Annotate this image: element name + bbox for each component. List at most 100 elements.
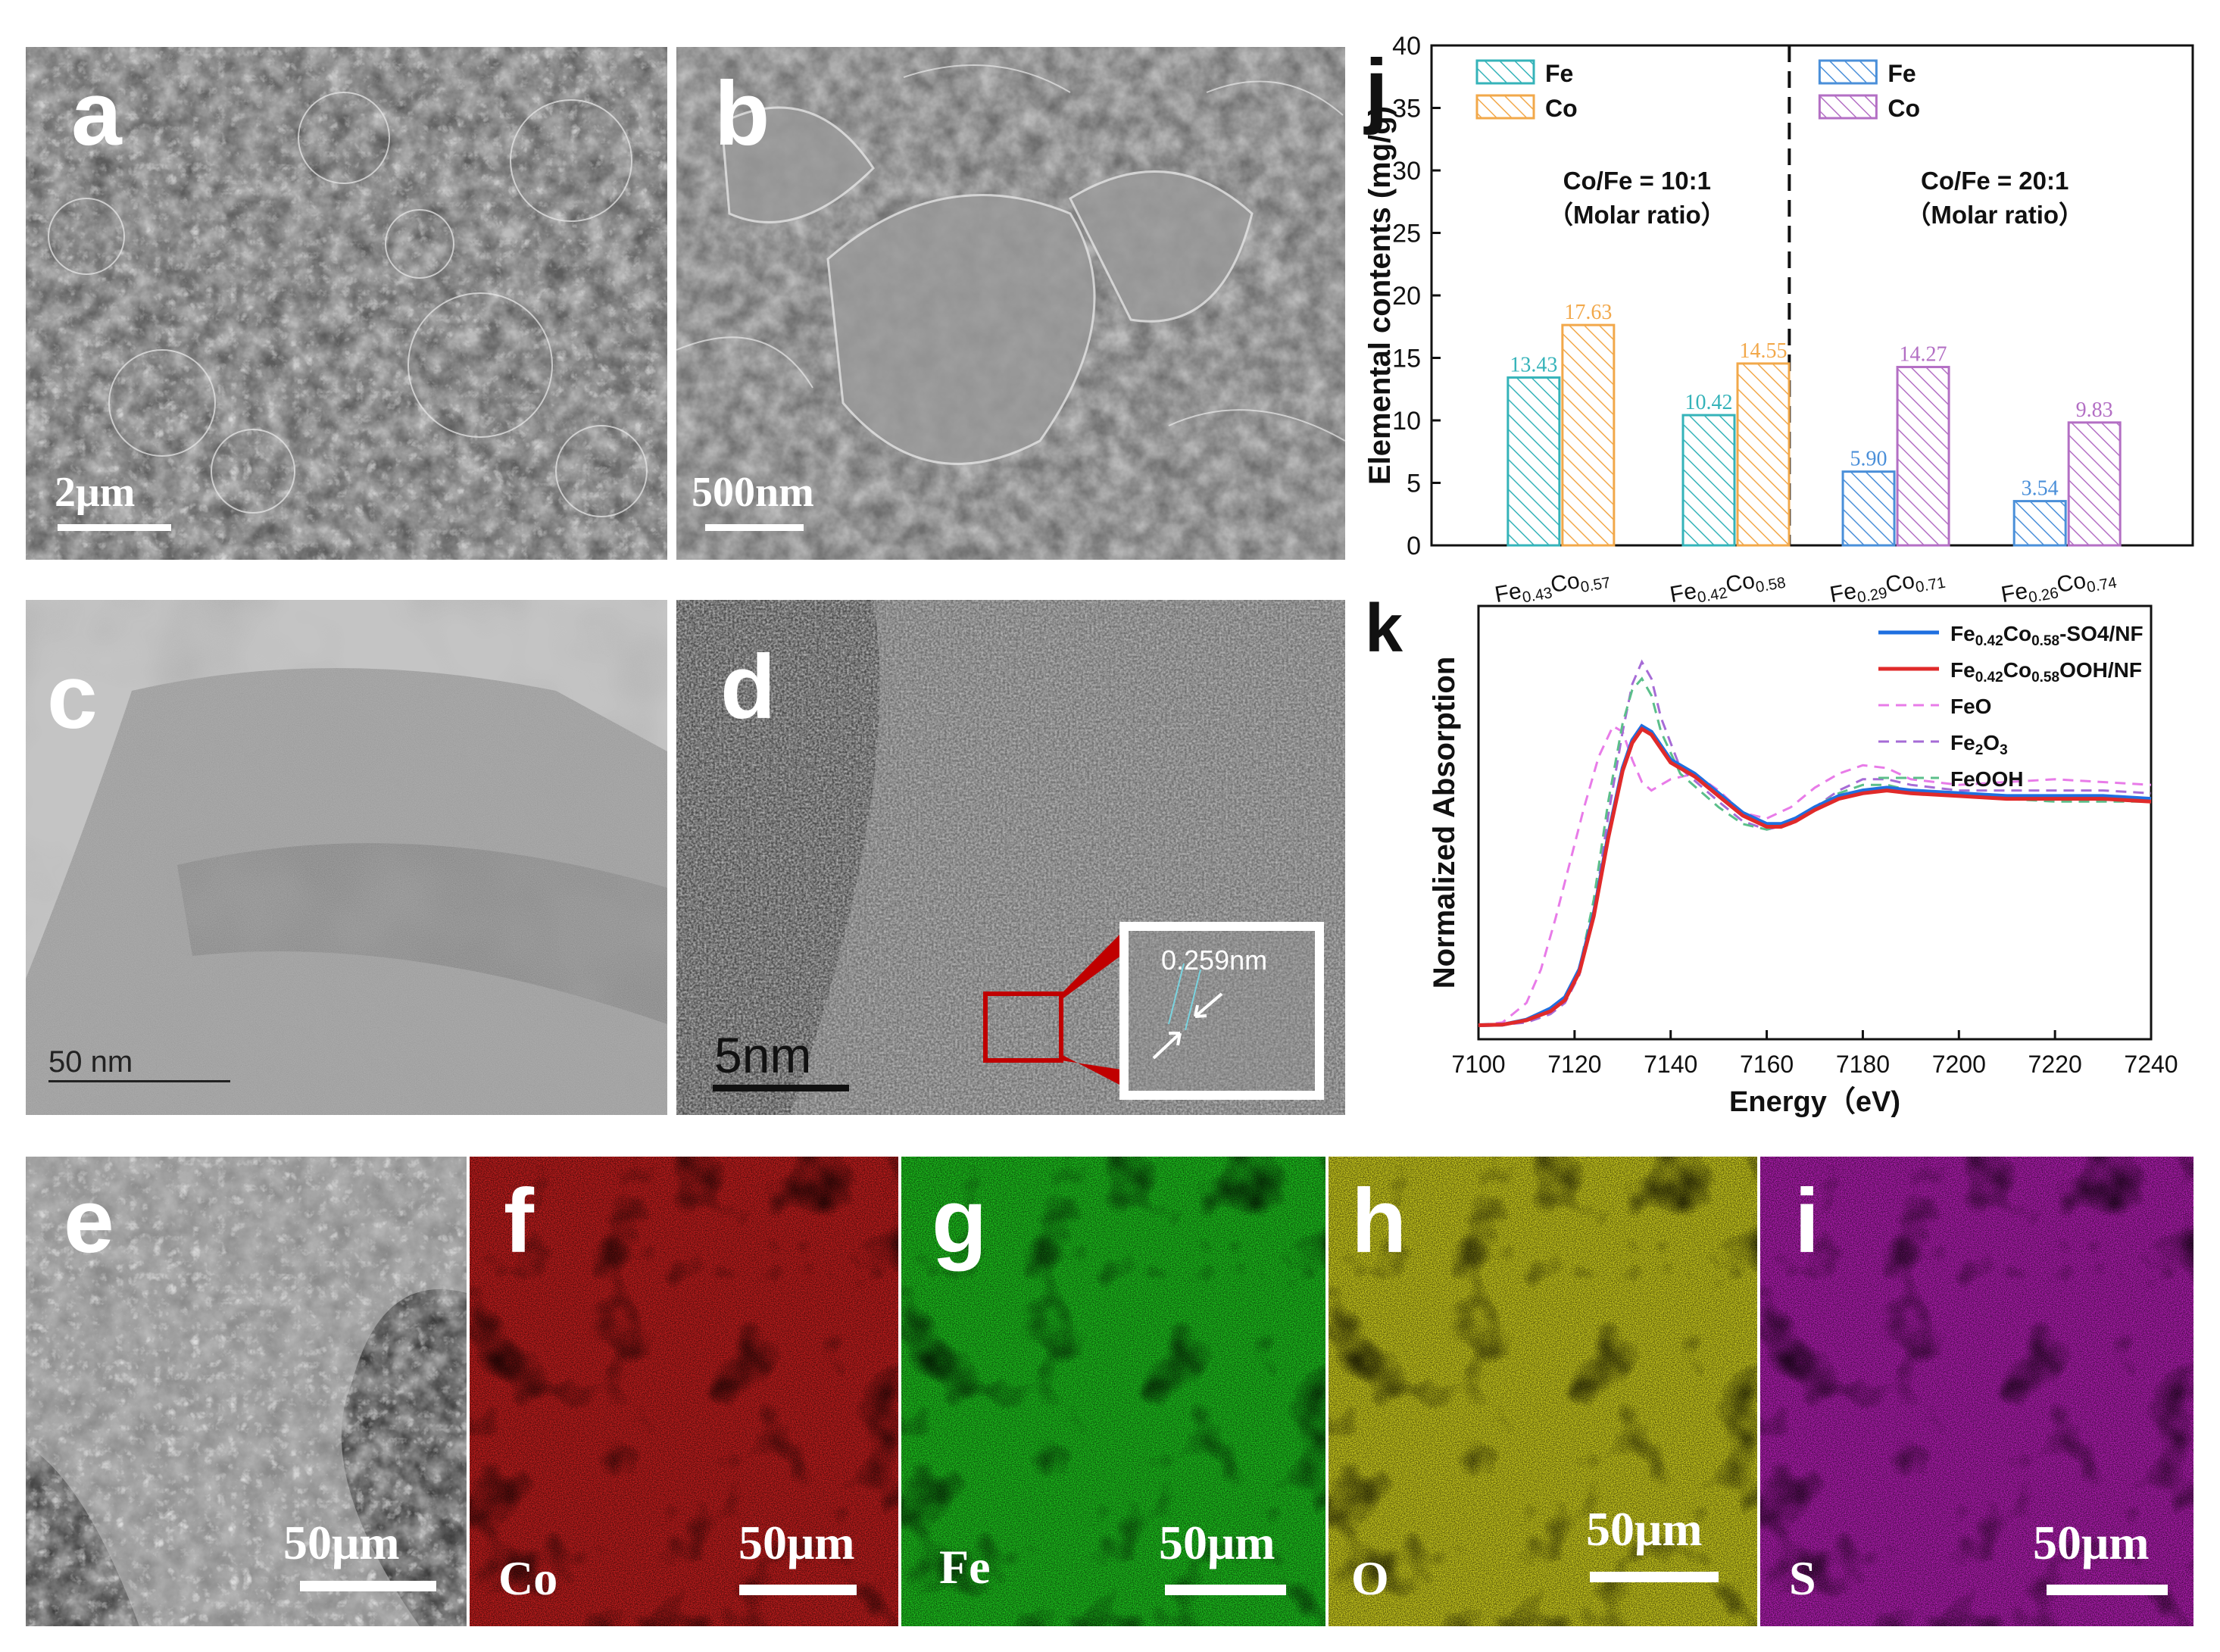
scale-bar [713,1085,849,1091]
y-tick-label: 30 [1392,157,1421,186]
y-tick-label: 40 [1392,32,1421,61]
y-tick-label: 25 [1392,220,1421,248]
element-label: S [1789,1551,1816,1605]
y-tick-label: 20 [1392,282,1421,311]
bar-value-label: 10.42 [1685,391,1733,414]
bar-value-label: 14.55 [1740,339,1788,363]
legend-label: FeO [1950,695,1991,718]
element-label: Fe [939,1540,991,1594]
panel-b-sem-image: b 500nm [676,47,1345,560]
scale-bar-label: 2μm [55,469,136,516]
group-annotation-sub: （Molar ratio） [1906,201,2084,229]
chart-j-elemental-contents: 0 5 10 15 20 25 30 35 40 Elemental contents (mg/g… [1363,32,2194,611]
panel-label: h [1351,1170,1407,1272]
panel-i-s-map: i S 50μm [1760,1157,2193,1626]
map-texture [470,1157,898,1626]
scale-bar [705,524,804,531]
panel-d-hrtem-image: d 0.259nm 5nm [676,600,1345,1115]
tem-texture [26,600,667,1115]
legend-label: Co [1887,95,1920,122]
bar-value-label: 5.90 [1850,448,1887,471]
x-tick-label: 7100 [1451,1051,1505,1078]
y-axis-label: Normalized Absorption [1428,657,1461,989]
hrtem-texture [676,600,1345,1115]
legend-label: Fe0.42Co0.58-SO4/NF [1950,622,2144,649]
legend-swatch [1818,59,1878,85]
bar-fe [1841,470,1896,547]
bar-fe [2012,500,2067,547]
series-line [1478,726,2152,1027]
panel-label: k [1365,591,1404,667]
panel-label: f [504,1170,534,1272]
legend-label: Fe [1545,60,1573,87]
panel-label: d [720,636,776,738]
scale-bar-label: 50μm [738,1516,855,1569]
y-tick-label: 35 [1392,95,1421,123]
panel-label: e [64,1170,114,1272]
legend-swatch [1475,94,1535,120]
y-tick-label: 15 [1392,345,1421,373]
map-texture [901,1157,1325,1626]
map-texture [1760,1157,2193,1626]
legend-label: Fe [1887,60,1916,87]
plot-frame [1477,604,2153,1041]
series-line [1478,723,2152,1027]
panel-label: g [932,1170,988,1272]
bar-value-label: 3.54 [2022,477,2059,501]
sem-texture [26,47,667,560]
bar-value-label: 13.43 [1510,353,1557,376]
bar-value-label: 17.63 [1564,301,1612,324]
x-tick-label: 7120 [1547,1051,1601,1078]
panel-label: i [1794,1170,1820,1272]
x-category-label: Fe0.26Co0.74 [1999,563,2118,611]
group-annotation: Co/Fe = 10:1 [1563,167,1711,195]
panel-g-fe-map: g Fe 50μm [901,1157,1325,1626]
element-label: O [1351,1551,1389,1605]
x-tick-label: 7240 [2124,1051,2178,1078]
group-annotation-sub: （Molar ratio） [1548,201,1726,229]
bar-co [1896,366,1950,547]
legend-label: Co [1545,95,1578,122]
element-label: Co [498,1551,558,1605]
bar-co [1736,362,1791,547]
y-tick-label: 10 [1392,407,1421,436]
scale-bar-label: 50μm [283,1516,400,1569]
bar-value-label: 9.83 [2076,398,2113,422]
panel-label: a [71,63,122,164]
bar-value-label: 14.27 [1900,343,1947,367]
scale-bar [300,1581,436,1591]
bar-fe [1507,376,1561,547]
panel-label: j [1363,42,1388,136]
scale-bar [48,1080,230,1082]
legend-label: FeOOH [1950,767,2023,791]
scale-bar-label: 50μm [1159,1516,1275,1569]
bar-co [1561,323,1616,547]
x-category-label: Fe0.29Co0.71 [1828,563,1947,611]
x-tick-label: 7180 [1836,1051,1890,1078]
scale-bar-label: 500nm [692,469,814,516]
panel-c-tem-image: c 50 nm [26,600,667,1115]
scale-bar [1590,1572,1719,1582]
scale-bar-label: 5nm [714,1027,812,1083]
scale-bar [58,524,171,531]
panel-label: b [714,63,770,164]
inset-lattice-spacing: 0.259nm [1161,945,1268,976]
map-texture [1329,1157,1757,1626]
legend-label: Fe0.42Co0.58OOH/NF [1950,658,2142,685]
bar-co [2067,421,2122,547]
y-axis-label: Elemental contents (mg/g) [1363,106,1397,485]
y-tick-label: 5 [1407,470,1421,498]
x-tick-label: 7160 [1740,1051,1794,1078]
scale-bar [739,1585,857,1595]
x-axis-label: Energy（eV) [1729,1086,1900,1118]
scale-bar-label: 50 nm [48,1045,133,1079]
legend-label: Fe2O3 [1950,731,2008,758]
series-line [1478,724,2152,1026]
scale-bar [2047,1585,2168,1595]
legend-swatch [1475,59,1535,85]
scale-bar-label: 50μm [2033,1516,2150,1569]
x-tick-label: 7200 [1932,1051,1986,1078]
y-tick-label: 0 [1407,532,1421,561]
panel-e-sem-image: e 50μm [26,1157,467,1626]
panel-h-o-map: h O 50μm [1329,1157,1757,1626]
